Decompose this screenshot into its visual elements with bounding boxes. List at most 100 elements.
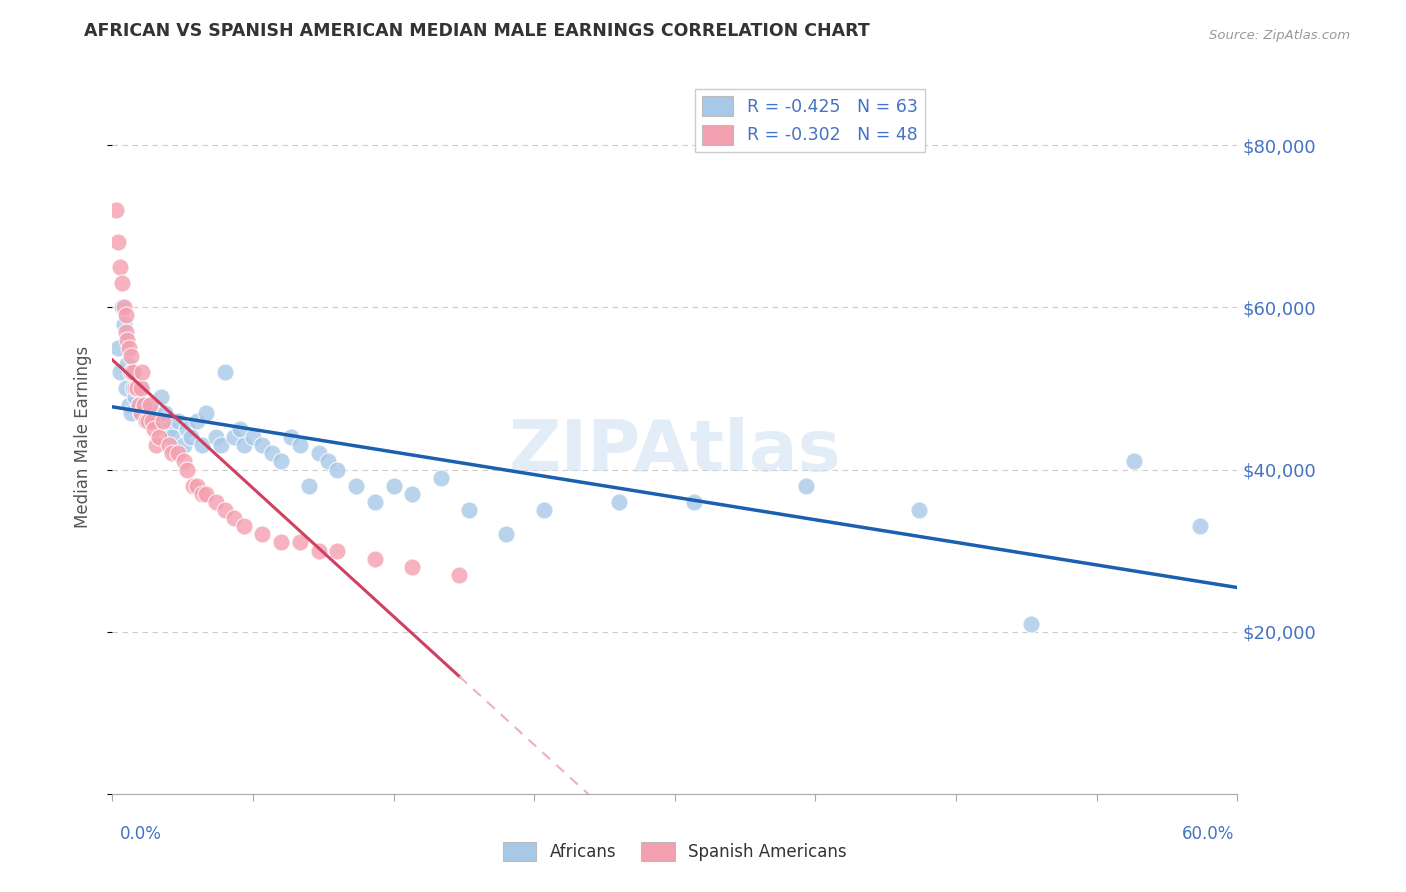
Point [326,543,349,558]
Point [111,301,134,315]
Point [120,406,142,420]
Point [457,503,479,517]
Point [181,479,204,493]
Point [157,422,180,436]
Point [146,414,169,428]
Point [326,462,349,476]
Text: AFRICAN VS SPANISH AMERICAN MEDIAN MALE EARNINGS CORRELATION CHART: AFRICAN VS SPANISH AMERICAN MEDIAN MALE … [84,22,870,40]
Point [167,414,190,428]
Point [794,479,817,493]
Point [162,430,184,444]
Point [1123,454,1146,468]
Text: 60.0%: 60.0% [1182,825,1234,843]
Point [204,430,226,444]
Point [204,495,226,509]
Point [224,430,246,444]
Point [214,365,236,379]
Legend: Africans, Spanish Americans: Africans, Spanish Americans [496,835,853,868]
Point [449,568,471,582]
Point [131,381,153,395]
Point [125,381,148,395]
Point [134,398,156,412]
Point [128,398,150,412]
Point [157,438,180,452]
Point [105,202,128,217]
Point [152,414,174,428]
Point [401,559,423,574]
Point [129,406,152,420]
Point [117,357,139,371]
Point [173,438,195,452]
Point [191,487,214,501]
Point [114,309,136,323]
Point [162,446,184,460]
Point [131,365,153,379]
Point [124,390,146,404]
Point [186,414,208,428]
Point [495,527,517,541]
Point [122,365,145,379]
Point [429,470,451,484]
Point [214,503,236,517]
Point [150,390,173,404]
Point [1188,519,1211,533]
Point [364,551,387,566]
Point [120,365,142,379]
Point [232,438,254,452]
Point [186,479,208,493]
Point [176,462,198,476]
Point [114,325,136,339]
Point [195,406,218,420]
Point [148,430,170,444]
Point [125,381,148,395]
Point [270,535,292,549]
Point [298,479,321,493]
Point [139,398,162,412]
Point [191,438,214,452]
Point [112,301,135,315]
Point [288,438,311,452]
Point [118,398,141,412]
Y-axis label: Median Male Earnings: Median Male Earnings [73,346,91,528]
Point [682,495,704,509]
Point [229,422,252,436]
Point [280,430,302,444]
Point [107,341,129,355]
Point [135,414,157,428]
Point [252,527,274,541]
Text: ZIPAtlas: ZIPAtlas [509,417,841,486]
Point [308,543,330,558]
Point [316,454,339,468]
Point [139,398,162,412]
Point [533,503,555,517]
Point [270,454,292,468]
Point [153,406,176,420]
Point [108,365,131,379]
Point [252,438,274,452]
Point [1019,616,1042,631]
Point [209,438,232,452]
Text: Source: ZipAtlas.com: Source: ZipAtlas.com [1209,29,1350,42]
Point [117,333,139,347]
Point [224,511,246,525]
Point [401,487,423,501]
Point [129,381,152,395]
Point [120,349,142,363]
Point [120,365,142,379]
Point [134,398,156,412]
Point [128,398,150,412]
Text: 0.0%: 0.0% [120,825,162,843]
Point [232,519,254,533]
Point [141,414,163,428]
Point [112,317,135,331]
Point [308,446,330,460]
Point [129,406,152,420]
Point [107,235,129,250]
Point [176,422,198,436]
Point [124,381,146,395]
Point [195,487,218,501]
Point [180,430,202,444]
Point [167,446,190,460]
Point [136,406,159,420]
Point [135,414,157,428]
